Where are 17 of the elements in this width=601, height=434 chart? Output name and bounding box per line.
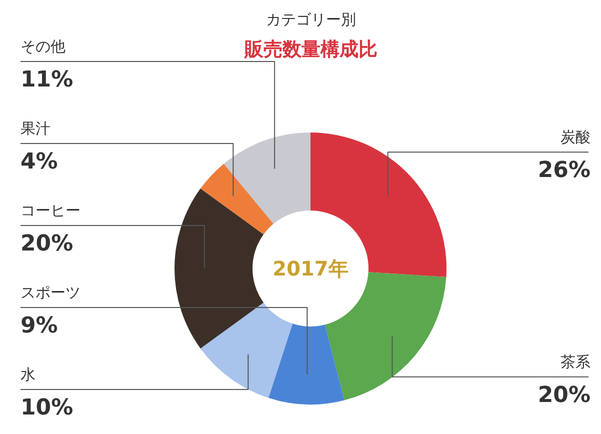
data-label: 26% [538,158,591,184]
slice-label: 茶系 [560,352,590,371]
data-label: 11% [20,68,74,92]
slice-label: コーヒー [20,202,80,220]
slice-label: スポーツ [20,284,80,302]
slice-label: その他 [20,38,66,56]
text: 2017年 [272,256,348,280]
data-label: 9% [20,314,58,338]
chart-title: カテゴリー別 [266,10,356,28]
slice-label: 果汁 [20,120,50,138]
chart-subtitle: 販売数量構成比 [244,38,378,60]
data-label: 10% [20,396,74,420]
data-label: 20% [538,382,591,408]
data-label: 4% [20,150,58,174]
slice-label: 炭酸 [560,128,590,146]
data-label: 20% [20,232,74,256]
slice-label: 水 [20,366,36,384]
